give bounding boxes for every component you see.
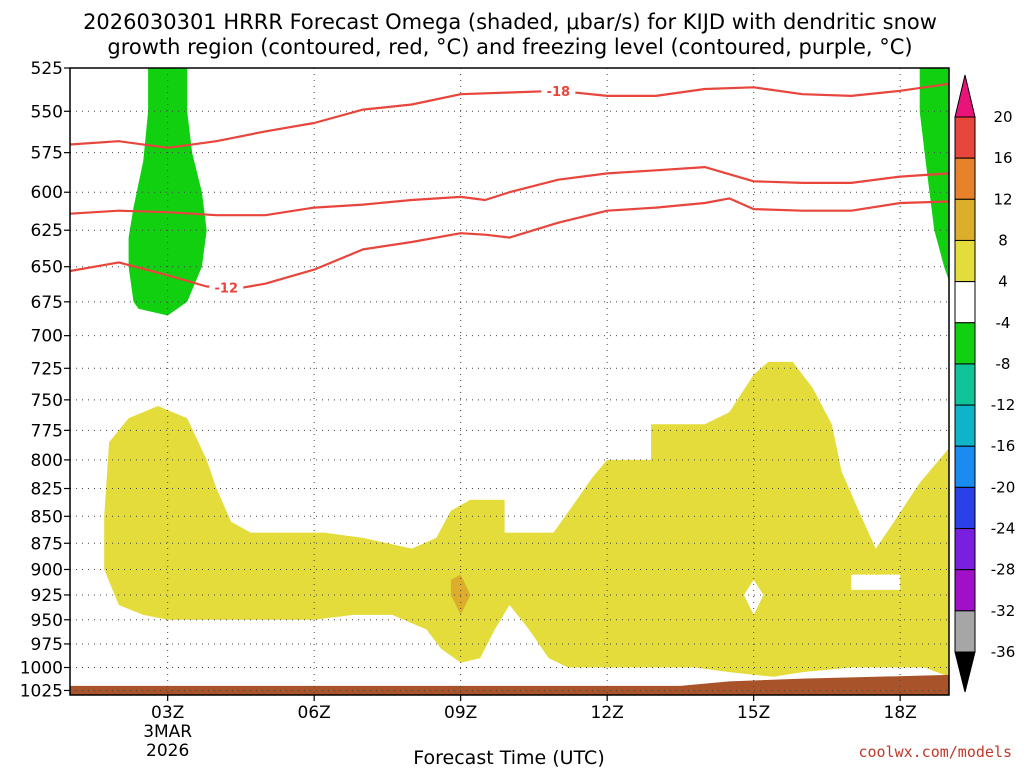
chart-title-line-2: growth region (contoured, red, °C) and f… bbox=[107, 35, 912, 59]
y-axis: 525 550 575 600 625 650 675 700 725 750 775 800 825 8… bbox=[20, 59, 70, 701]
ascent-yellow bbox=[104, 361, 949, 677]
colorbar-bin bbox=[954, 239, 976, 283]
y-tick-label: 975 bbox=[31, 635, 63, 655]
x-tick-label: 09Z bbox=[444, 703, 477, 723]
credit-text: coolwx.com/models bbox=[858, 743, 1012, 761]
y-tick-label: 575 bbox=[31, 144, 63, 164]
colorbar-tick-label: 16 bbox=[993, 149, 1012, 167]
colorbar-top-extension bbox=[954, 74, 976, 118]
colorbar-tick-label: -12 bbox=[991, 396, 1016, 414]
x-tick-label: 12Z bbox=[591, 703, 624, 723]
plot-area bbox=[70, 68, 949, 695]
y-tick-label: 750 bbox=[31, 391, 63, 411]
chart-title-line-1: 2026030301 HRRR Forecast Omega (shaded, … bbox=[83, 10, 937, 34]
colorbar-bin bbox=[954, 198, 976, 241]
hole-rect bbox=[851, 574, 901, 590]
y-tick-label: 900 bbox=[31, 560, 63, 580]
y-tick-label: 800 bbox=[31, 451, 63, 471]
colorbar-bin bbox=[954, 322, 976, 365]
colorbar: 20 16 12 8 4 -4 -8 -12 -16 -20 -24 -28 -32 -36 bbox=[954, 74, 1016, 693]
x-sublabel-month: 3MAR bbox=[143, 722, 192, 742]
colorbar-tick-label: -36 bbox=[991, 643, 1016, 661]
colorbar-bin bbox=[954, 610, 976, 653]
colorbar-tick-label: -16 bbox=[991, 437, 1016, 455]
colorbar-tick-label: -32 bbox=[991, 602, 1016, 620]
y-tick-label: 875 bbox=[31, 534, 63, 554]
y-tick-label: 550 bbox=[31, 102, 63, 122]
y-tick-label: 725 bbox=[31, 359, 63, 379]
colorbar-bin bbox=[954, 445, 976, 488]
y-tick-label: 525 bbox=[31, 59, 63, 79]
contour-line--18 bbox=[70, 82, 949, 149]
colorbar-bin bbox=[954, 281, 976, 324]
y-tick-label: 650 bbox=[31, 258, 63, 278]
colorbar-bin bbox=[954, 157, 976, 200]
y-tick-label: 925 bbox=[31, 586, 63, 606]
colorbar-tick-label: -20 bbox=[991, 478, 1016, 496]
y-tick-label: 1025 bbox=[20, 681, 63, 701]
y-tick-label: 700 bbox=[31, 327, 63, 347]
colorbar-tick-label: 12 bbox=[993, 190, 1012, 208]
colorbar-bin bbox=[954, 116, 976, 159]
colorbar-bin bbox=[954, 363, 976, 406]
x-tick-label: 15Z bbox=[737, 703, 770, 723]
colorbar-bin bbox=[954, 569, 976, 612]
colorbar-bottom-extension bbox=[954, 651, 976, 693]
x-sublabel-year: 2026 bbox=[146, 741, 189, 761]
colorbar-bin bbox=[954, 486, 976, 530]
colorbar-tick-label: -8 bbox=[996, 355, 1011, 373]
contour-label-bg bbox=[541, 82, 576, 98]
y-tick-label: 950 bbox=[31, 611, 63, 631]
contour-lines: -18 -12 bbox=[70, 82, 949, 296]
contour-label: -18 bbox=[547, 85, 571, 100]
colorbar-tick-label: 4 bbox=[998, 273, 1008, 291]
colorbar-tick-label: -28 bbox=[991, 561, 1016, 579]
x-axis: 03Z 06Z 09Z 12Z 15Z 18Z bbox=[151, 695, 917, 723]
plot-frame bbox=[69, 67, 950, 696]
x-tick-label: 03Z bbox=[151, 703, 184, 723]
colorbar-tick-label: -4 bbox=[996, 314, 1011, 332]
x-axis-title: Forecast Time (UTC) bbox=[413, 747, 604, 768]
colorbar-tick-label: -24 bbox=[991, 520, 1016, 538]
grid-lines bbox=[70, 68, 949, 695]
contour-label-bg bbox=[209, 279, 244, 295]
y-tick-label: 1000 bbox=[20, 658, 63, 678]
ground-surface bbox=[70, 674, 949, 695]
y-tick-label: 825 bbox=[31, 480, 63, 500]
y-tick-label: 625 bbox=[31, 221, 63, 241]
colorbar-bin bbox=[954, 528, 976, 571]
y-tick-label: 850 bbox=[31, 507, 63, 527]
colorbar-tick-label: 20 bbox=[993, 108, 1012, 126]
y-tick-label: 675 bbox=[31, 293, 63, 313]
y-tick-label: 600 bbox=[31, 183, 63, 203]
hole-diamond bbox=[743, 579, 764, 615]
y-tick-label: 775 bbox=[31, 421, 63, 441]
x-tick-label: 18Z bbox=[884, 703, 917, 723]
contour-label: -12 bbox=[215, 281, 239, 296]
colorbar-tick-label: 8 bbox=[998, 231, 1008, 249]
colorbar-bin bbox=[954, 404, 976, 447]
contour-line-unlabeled-1 bbox=[70, 166, 949, 217]
x-tick-label: 06Z bbox=[298, 703, 331, 723]
descent-green-early bbox=[128, 68, 207, 316]
